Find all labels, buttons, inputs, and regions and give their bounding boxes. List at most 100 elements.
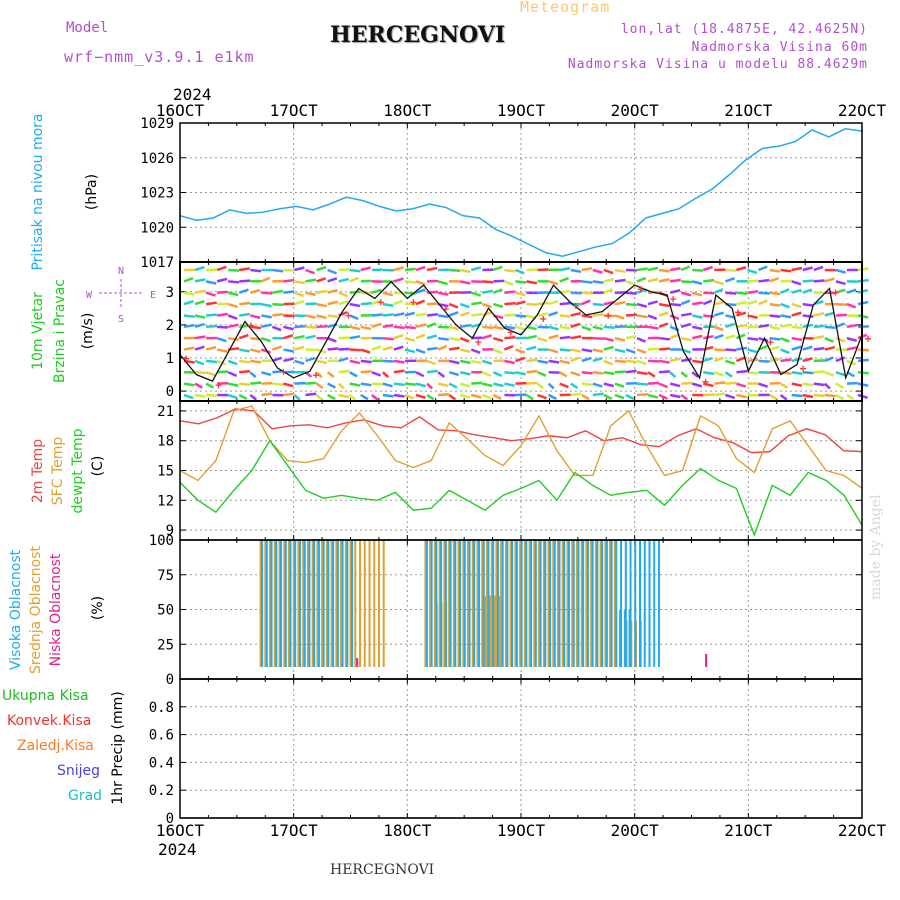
wind-arrow: [216, 336, 227, 343]
cloud-bar: [494, 595, 497, 667]
wind-gust-marker: [410, 299, 417, 306]
wind-arrow: [415, 371, 425, 378]
wind-arrow: [415, 265, 426, 272]
wind-arrow: [769, 302, 781, 307]
cloud-bar: [485, 540, 488, 667]
wind-arrow: [779, 393, 788, 401]
cloud-bar: [572, 540, 575, 667]
cloud-bar: [424, 540, 427, 667]
wind-arrow: [725, 393, 736, 400]
wind-arrow: [713, 325, 724, 332]
wind-arrow: [835, 280, 846, 286]
wind-arrow: [559, 371, 568, 378]
wind-arrow: [736, 393, 747, 399]
wind-arrow: [382, 371, 390, 378]
wind-arrow: [658, 311, 669, 317]
wind-arrow: [327, 393, 336, 401]
wind-arrow: [205, 382, 215, 389]
wind-arrow: [813, 324, 825, 329]
wind-arrow: [625, 359, 637, 364]
wind-arrow: [536, 382, 544, 390]
wind-arrow: [448, 382, 458, 389]
wind-arrow: [537, 336, 548, 343]
wind-arrow: [206, 313, 218, 317]
wind-arrow: [758, 291, 770, 295]
wind-arrow: [780, 358, 792, 363]
wind-arrow: [515, 280, 527, 284]
y-tick-label: 25: [157, 637, 174, 653]
wind-arrow: [239, 312, 251, 317]
wind-arrow: [183, 291, 195, 296]
y-tick-label: 0.2: [149, 783, 174, 799]
wind-arrow: [283, 348, 295, 353]
wind-arrow: [625, 334, 637, 340]
wind-arrow: [647, 325, 659, 330]
cloud-bar: [520, 540, 523, 667]
wind-arrow: [681, 280, 693, 284]
pressure-axis-label: Pritisak na nivou mora: [30, 113, 46, 270]
cloud-bar: [506, 540, 509, 667]
cloud-bar: [359, 540, 362, 667]
wind-arrow: [647, 314, 658, 321]
x-tick-label-top: 19OCT: [497, 101, 546, 120]
y-tick-label: 1026: [140, 151, 174, 167]
wind-arrow: [713, 333, 724, 340]
wind-arrow: [239, 301, 251, 306]
wind-arrow: [526, 358, 538, 363]
wind-gust-marker: [507, 329, 514, 336]
cloud-bar: [306, 540, 309, 667]
cloud-bar: [571, 540, 574, 667]
wind-arrow: [393, 334, 404, 340]
wind-arrow: [658, 322, 669, 328]
wind-arrow: [493, 302, 504, 308]
wind-arrow: [459, 280, 471, 285]
wind-arrow: [791, 311, 802, 317]
wind-arrow: [614, 278, 626, 283]
wind-arrow: [769, 291, 781, 296]
cloud-bar: [444, 540, 447, 667]
wind-arrow: [349, 335, 361, 340]
wind-arrow: [360, 393, 369, 401]
wind-arrow: [393, 277, 404, 283]
wind-arrow: [813, 312, 825, 317]
wind-arrow: [382, 336, 394, 341]
wind-arrow: [415, 393, 426, 400]
cloud-bars-mid: [259, 540, 642, 667]
wind-arrow: [305, 314, 316, 319]
wind-arrow: [504, 301, 516, 306]
wind-arrow: [747, 299, 758, 306]
cloud-bar: [349, 540, 352, 667]
wind-arrow: [581, 382, 593, 387]
wind-arrow: [194, 265, 205, 272]
wind-arrow: [305, 334, 316, 340]
bottom-title: HERCEGNOVI: [330, 862, 435, 878]
wind-axis-label-1: 10m Vjetar: [30, 292, 46, 370]
wind-arrow: [183, 382, 195, 387]
wind-arrow: [415, 280, 426, 286]
y-tick-label: 3: [166, 285, 174, 301]
wind-arrow: [316, 314, 327, 320]
wind-gust-marker: [312, 372, 319, 379]
wind-arrow: [249, 314, 261, 320]
wind-arrow: [283, 334, 294, 340]
wind-arrow: [702, 299, 713, 306]
wind-arrow: [504, 382, 515, 387]
wind-arrow: [537, 359, 549, 364]
cloud-bar: [283, 540, 286, 667]
wind-gust-marker: [702, 378, 709, 385]
cloud-bar: [547, 540, 550, 667]
cloud-bar: [449, 540, 452, 667]
wind-arrow: [636, 371, 648, 376]
wind-arrow: [337, 382, 345, 390]
meteogram-label: Meteogram: [520, 0, 611, 16]
wind-arrow: [348, 394, 357, 401]
wind-arrow: [393, 359, 405, 364]
wind-arrow: [636, 348, 647, 354]
cloud-bar: [525, 540, 528, 667]
wind-arrow: [437, 344, 448, 351]
wind-arrow: [326, 371, 335, 378]
wind-arrow: [813, 265, 824, 272]
wind-arrow: [415, 333, 426, 340]
cloud-bar: [580, 540, 583, 667]
